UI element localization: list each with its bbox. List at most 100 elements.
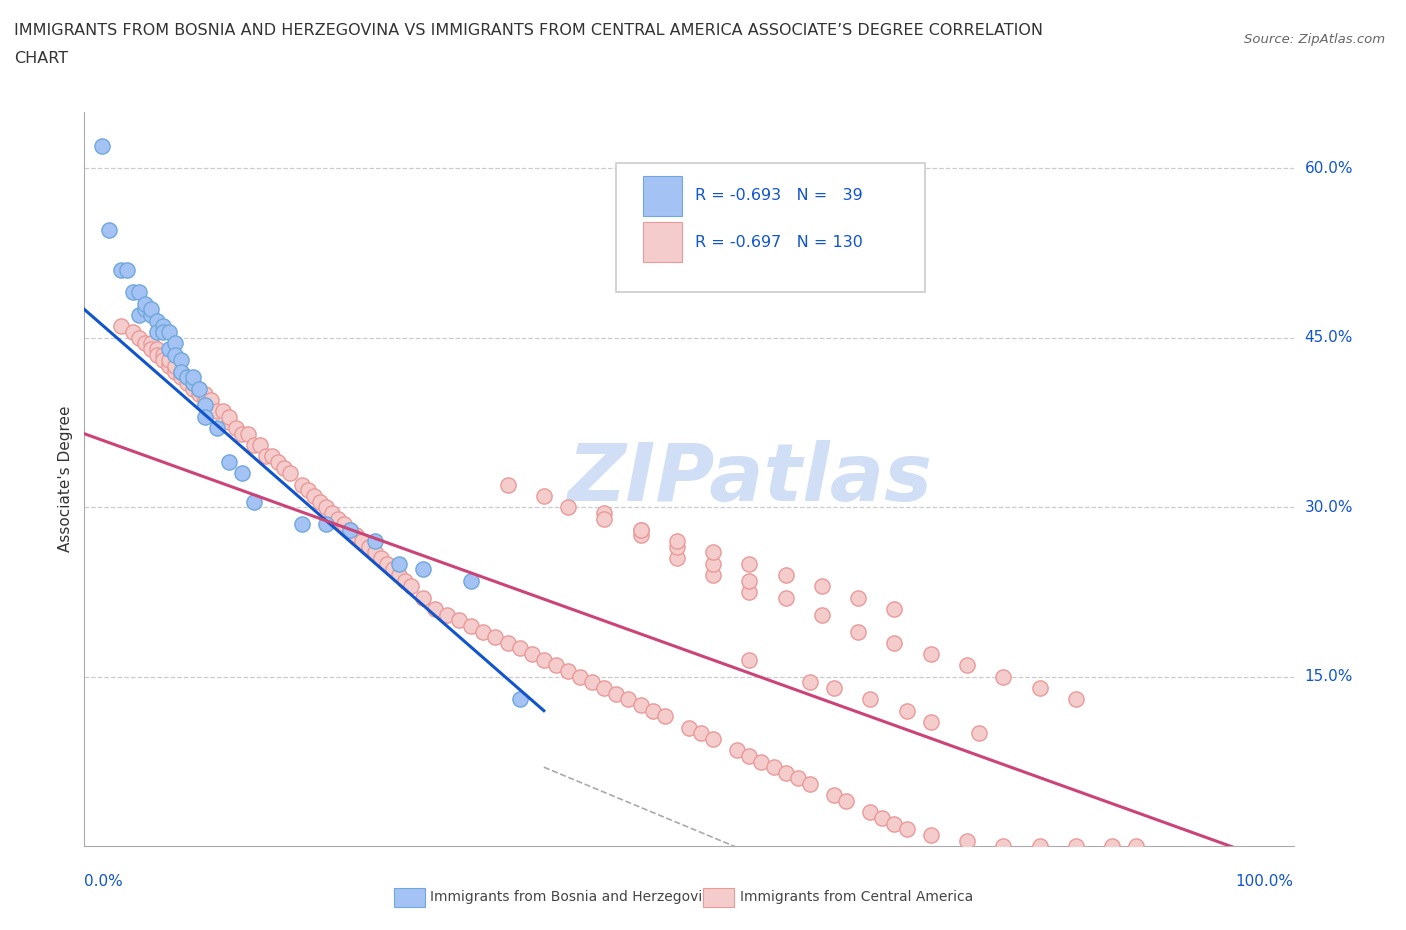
Point [872,811,894,826]
Text: Immigrants from Central America: Immigrants from Central America [740,890,973,905]
Point [291,477,314,492]
Point [207,404,229,418]
Point [242,494,264,509]
Point [496,635,519,650]
Point [799,675,821,690]
Point [165,336,187,351]
Text: 60.0%: 60.0% [1305,161,1353,176]
Point [883,635,905,650]
Text: Immigrants from Bosnia and Herzegovina: Immigrants from Bosnia and Herzegovina [430,890,720,905]
Point [176,370,198,385]
Point [165,347,187,362]
Point [139,336,162,351]
Text: CHART: CHART [14,51,67,66]
Point [544,658,567,673]
Point [593,681,616,696]
Point [883,602,905,617]
Point [665,551,688,565]
Point [725,743,748,758]
Point [920,714,942,729]
Point [509,641,531,656]
Point [375,556,398,571]
Point [859,805,882,820]
Point [665,539,688,554]
Point [678,720,700,735]
Point [557,499,579,514]
Point [91,138,114,153]
Point [630,523,652,538]
Point [128,330,150,345]
Point [993,839,1015,854]
Point [152,352,174,367]
Point [181,376,204,391]
FancyBboxPatch shape [616,163,925,292]
Point [617,692,640,707]
Point [146,313,169,328]
Point [278,466,301,481]
Point [738,573,761,588]
Point [128,285,150,299]
Point [896,703,918,718]
Point [993,670,1015,684]
Point [533,488,555,503]
Point [449,613,471,628]
Point [207,420,229,435]
Point [460,618,482,633]
Point [775,765,797,780]
Point [920,646,942,661]
Point [267,455,290,470]
Point [593,512,616,526]
Point [139,341,162,356]
Point [297,483,319,498]
Point [200,392,222,407]
Text: 30.0%: 30.0% [1305,499,1353,514]
Point [823,788,845,803]
Point [412,562,434,577]
Point [339,523,361,538]
Point [236,426,259,441]
Point [846,624,869,639]
Point [170,365,193,379]
Point [212,404,235,418]
Text: R = -0.697   N = 130: R = -0.697 N = 130 [695,234,863,249]
Point [786,771,808,786]
Point [139,302,162,317]
Point [194,387,217,402]
Point [291,517,314,532]
Point [484,630,506,644]
Point [121,285,143,299]
Point [315,517,337,532]
Point [194,398,217,413]
Point [176,370,198,385]
Point [775,591,797,605]
Point [883,817,905,831]
Point [165,358,187,373]
Point [605,686,627,701]
Point [460,573,482,588]
Text: 15.0%: 15.0% [1305,670,1353,684]
Point [436,607,458,622]
Point [194,409,217,424]
Point [399,578,422,593]
Point [593,505,616,520]
Point [1101,839,1123,854]
Point [859,692,882,707]
Point [181,370,204,385]
Point [146,325,169,339]
Point [1064,692,1087,707]
Point [823,681,845,696]
Point [363,534,385,549]
Point [152,325,174,339]
Point [690,725,713,740]
Point [394,573,416,588]
Point [423,602,446,617]
Point [665,534,688,549]
Point [520,646,543,661]
Point [967,725,990,740]
Point [157,358,180,373]
Point [188,381,211,396]
Point [357,539,380,554]
Point [170,370,193,385]
Point [381,562,404,577]
Point [128,308,150,323]
